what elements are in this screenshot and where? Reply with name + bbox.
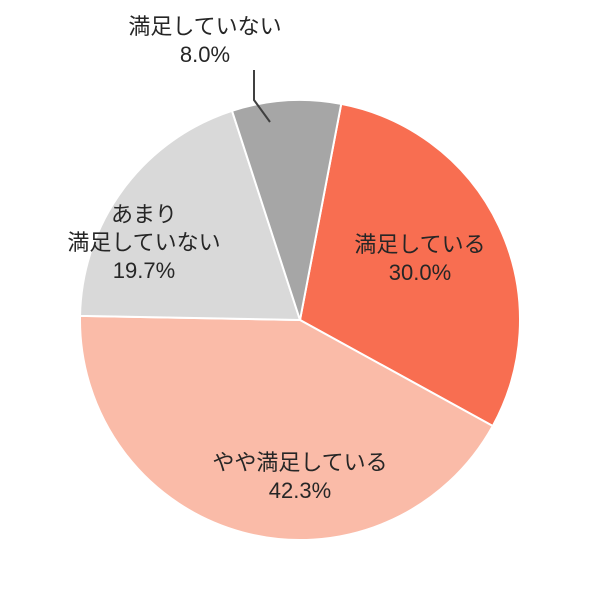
pie-chart: 満足している30.0%やや満足している42.3%あまり満足していない19.7%満…: [0, 0, 600, 600]
slice-label-3: 満足していない8.0%: [128, 14, 281, 67]
